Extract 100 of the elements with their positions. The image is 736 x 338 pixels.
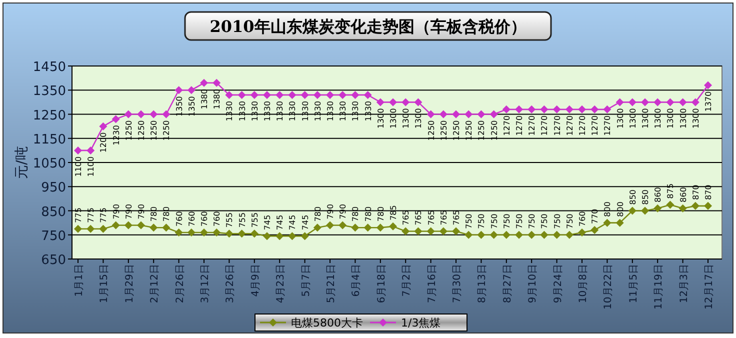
x-tick-label: 9月10日 <box>528 264 539 304</box>
data-label: 760 <box>212 211 222 226</box>
point <box>578 228 586 236</box>
data-label: 1330 <box>238 100 247 122</box>
data-label: 750 <box>540 214 550 229</box>
point <box>654 204 662 212</box>
point <box>565 105 574 114</box>
point <box>477 230 486 239</box>
data-label: 780 <box>150 206 159 222</box>
x-tick-label: 9月24日 <box>552 264 564 304</box>
chart-title: 2010年山东煤炭变化走势图（车板含税价） <box>210 17 526 36</box>
point <box>288 90 296 99</box>
point <box>641 206 649 215</box>
point <box>552 105 561 114</box>
data-label: 1330 <box>313 100 322 122</box>
point <box>578 105 586 114</box>
data-label: 1330 <box>300 100 310 122</box>
data-label: 1270 <box>552 115 562 136</box>
data-label: 745 <box>263 214 272 230</box>
point <box>137 221 145 230</box>
x-tick-label: 12月17日 <box>704 264 715 310</box>
data-label: 870 <box>704 184 713 200</box>
point <box>691 98 700 106</box>
point <box>515 230 523 239</box>
point <box>86 146 95 154</box>
point <box>528 230 536 239</box>
point <box>150 110 158 118</box>
y-tick-label: 1350 <box>32 84 66 100</box>
y-tick-label: 1450 <box>32 60 66 75</box>
x-tick-label: 10月8日 <box>578 264 589 304</box>
point <box>200 78 208 87</box>
point <box>225 90 234 99</box>
point <box>426 227 435 236</box>
point <box>200 228 208 236</box>
point <box>238 230 246 238</box>
data-label: 1330 <box>263 100 272 122</box>
data-label: 860 <box>654 187 663 202</box>
x-tick-label: 10月22日 <box>603 264 614 310</box>
data-label: 780 <box>162 206 172 222</box>
data-label: 755 <box>238 212 247 228</box>
data-label: 765 <box>439 210 448 226</box>
point <box>99 224 108 233</box>
point <box>691 202 700 210</box>
data-label: 1330 <box>225 100 234 122</box>
point <box>552 230 561 239</box>
point <box>376 98 384 106</box>
point <box>326 90 334 99</box>
point <box>565 230 574 239</box>
point <box>112 115 120 124</box>
point <box>187 86 196 94</box>
data-label: 780 <box>364 206 373 222</box>
point <box>603 218 612 227</box>
data-label: 750 <box>528 214 537 229</box>
point <box>603 105 612 114</box>
data-label: 780 <box>351 206 360 222</box>
data-label: 1330 <box>288 100 298 122</box>
point <box>313 90 322 99</box>
data-label: 750 <box>565 214 574 229</box>
x-tick-label: 3月12日 <box>200 264 211 304</box>
data-label: 1270 <box>540 115 550 136</box>
data-label: 1330 <box>326 100 335 122</box>
point <box>150 224 158 232</box>
x-tick-label: 2月26日 <box>174 264 186 304</box>
data-label: 1330 <box>276 100 285 122</box>
point <box>364 90 372 99</box>
x-tick-label: 6月4日 <box>351 264 362 297</box>
x-tick-label: 4月9日 <box>250 264 262 297</box>
data-label: 860 <box>678 187 688 202</box>
point <box>502 105 510 114</box>
point <box>502 230 510 239</box>
point <box>616 98 624 106</box>
data-label: 760 <box>200 211 209 226</box>
point <box>74 224 82 233</box>
point <box>678 98 687 106</box>
x-tick-label: 7月30日 <box>452 264 463 304</box>
point <box>628 206 636 215</box>
point <box>212 78 221 87</box>
x-tick-label: 11月19日 <box>654 264 665 310</box>
point <box>452 110 460 118</box>
y-tick-label: 850 <box>41 204 66 220</box>
point <box>74 146 82 154</box>
data-label: 765 <box>452 210 461 226</box>
point <box>250 230 258 238</box>
data-label: 745 <box>288 214 298 230</box>
y-axis-title: 元/吨 <box>14 146 30 179</box>
y-tick-label: 650 <box>41 253 66 268</box>
x-tick-label: 3月26日 <box>225 264 236 304</box>
data-label: 1270 <box>502 115 512 136</box>
point <box>351 224 360 232</box>
point <box>616 218 624 227</box>
data-label: 1270 <box>515 115 524 136</box>
point <box>364 224 372 232</box>
point <box>124 110 132 118</box>
x-tick-label: 11月5日 <box>628 264 640 304</box>
x-tick-label: 7月16日 <box>426 264 438 304</box>
data-label: 750 <box>464 214 474 229</box>
point <box>402 227 410 236</box>
point <box>628 98 636 106</box>
point <box>174 86 183 94</box>
y-tick-label: 1050 <box>32 156 66 172</box>
